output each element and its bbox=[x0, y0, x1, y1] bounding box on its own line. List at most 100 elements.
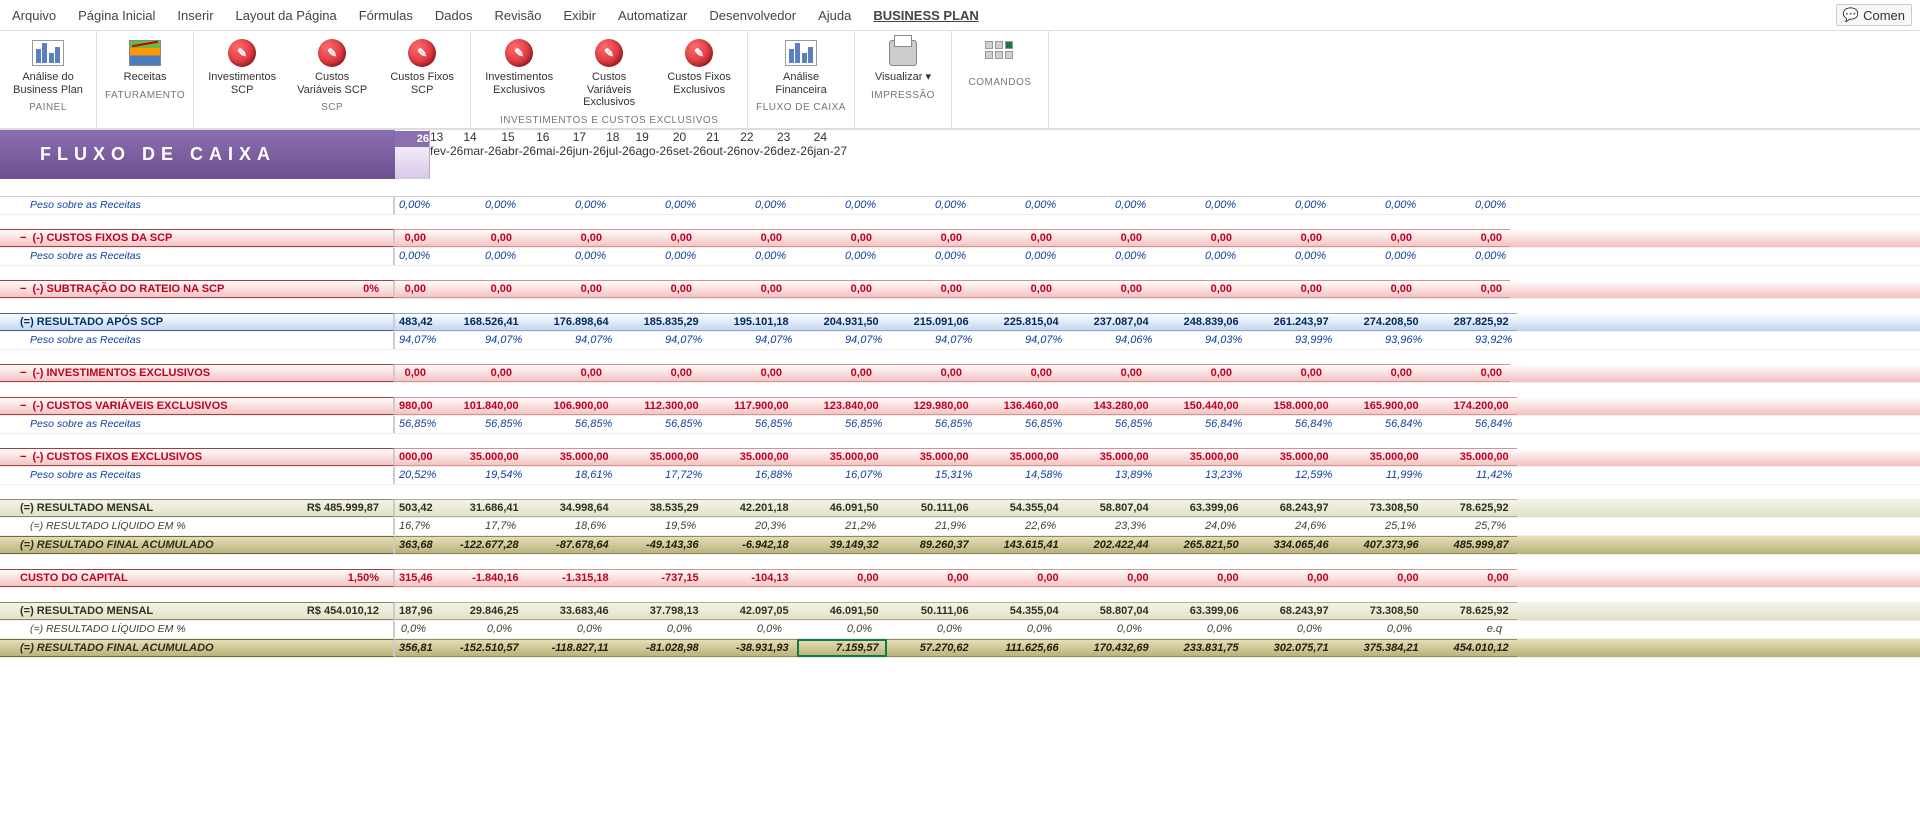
data-cell[interactable]: 25,7% bbox=[1424, 518, 1514, 535]
menu-item-automatizar[interactable]: Automatizar bbox=[614, 6, 691, 25]
data-cell[interactable]: 56,85% bbox=[800, 416, 890, 433]
data-cell[interactable]: 37.798,13 bbox=[617, 602, 707, 620]
data-cell[interactable]: 16,07% bbox=[800, 467, 890, 484]
data-cell[interactable]: 0,00% bbox=[434, 197, 524, 214]
data-cell[interactable]: 7.159,57 bbox=[797, 639, 887, 657]
data-cell[interactable]: 0,00 bbox=[700, 280, 790, 298]
data-cell[interactable]: 93,92% bbox=[1430, 332, 1520, 349]
data-cell[interactable]: 20,52% bbox=[395, 467, 440, 484]
data-cell[interactable]: 16,7% bbox=[395, 518, 434, 535]
data-cell[interactable]: 35.000,00 bbox=[797, 448, 887, 466]
data-cell[interactable]: 356,81 bbox=[395, 639, 437, 657]
data-cell[interactable]: 237.087,04 bbox=[1067, 313, 1157, 331]
data-cell[interactable]: 94,06% bbox=[1070, 332, 1160, 349]
data-cell[interactable]: 0,00 bbox=[790, 364, 880, 382]
data-cell[interactable]: 94,07% bbox=[440, 332, 530, 349]
data-cell[interactable]: 0,00 bbox=[1420, 364, 1510, 382]
data-cell[interactable]: 78.625,92 bbox=[1427, 499, 1517, 517]
data-cell[interactable]: 0,00 bbox=[977, 569, 1067, 587]
data-cell[interactable]: 94,07% bbox=[890, 332, 980, 349]
data-cell[interactable]: 89.260,37 bbox=[887, 536, 977, 554]
data-cell[interactable]: 24,6% bbox=[1244, 518, 1334, 535]
data-cell[interactable]: 0,00% bbox=[1064, 248, 1154, 265]
data-cell[interactable]: 0,00 bbox=[1420, 229, 1510, 247]
data-cell[interactable]: 483,42 bbox=[395, 313, 437, 331]
data-cell[interactable]: 58.807,04 bbox=[1067, 499, 1157, 517]
data-cell[interactable]: 35.000,00 bbox=[437, 448, 527, 466]
data-cell[interactable]: 11,42% bbox=[1430, 467, 1520, 484]
data-cell[interactable]: 56,85% bbox=[710, 416, 800, 433]
data-cell[interactable]: 19,54% bbox=[440, 467, 530, 484]
data-cell[interactable]: 0,00 bbox=[430, 364, 520, 382]
data-cell[interactable]: 54.355,04 bbox=[977, 602, 1067, 620]
ribbon-button-investimentos-exclusivos[interactable]: ✎Investimentos Exclusivos bbox=[479, 35, 559, 111]
data-cell[interactable]: 39.149,32 bbox=[797, 536, 887, 554]
data-cell[interactable]: 46.091,50 bbox=[797, 499, 887, 517]
data-cell[interactable]: 0,00 bbox=[880, 280, 970, 298]
data-cell[interactable]: 68.243,97 bbox=[1247, 602, 1337, 620]
data-cell[interactable]: 50.111,06 bbox=[887, 499, 977, 517]
data-cell[interactable]: 94,07% bbox=[530, 332, 620, 349]
data-cell[interactable]: 42.201,18 bbox=[707, 499, 797, 517]
data-cell[interactable]: 35.000,00 bbox=[707, 448, 797, 466]
column-header[interactable]: 21out-26 bbox=[706, 130, 740, 179]
data-cell[interactable]: 000,00 bbox=[395, 448, 437, 466]
data-cell[interactable]: 0,00 bbox=[1330, 364, 1420, 382]
data-cell[interactable]: 0,00 bbox=[1060, 229, 1150, 247]
data-cell[interactable]: -38.931,93 bbox=[707, 639, 797, 657]
ribbon-button-custos-fixos-scp[interactable]: ✎Custos Fixos SCP bbox=[382, 35, 462, 98]
collapse-toggle[interactable]: − bbox=[20, 451, 26, 463]
data-cell[interactable]: -87.678,64 bbox=[527, 536, 617, 554]
data-cell[interactable]: 17,7% bbox=[434, 518, 524, 535]
data-cell[interactable]: 24,0% bbox=[1154, 518, 1244, 535]
data-cell[interactable]: 15,31% bbox=[890, 467, 980, 484]
data-cell[interactable]: 0,00% bbox=[614, 248, 704, 265]
data-cell[interactable]: 0,00 bbox=[610, 229, 700, 247]
data-cell[interactable]: 0,00 bbox=[1240, 229, 1330, 247]
data-cell[interactable]: 0,00 bbox=[395, 280, 430, 298]
data-cell[interactable]: -737,15 bbox=[617, 569, 707, 587]
data-cell[interactable]: 0,00 bbox=[700, 364, 790, 382]
data-cell[interactable]: 13,89% bbox=[1070, 467, 1160, 484]
data-cell[interactable]: 170.432,69 bbox=[1067, 639, 1157, 657]
data-cell[interactable]: 0,00 bbox=[970, 229, 1060, 247]
data-cell[interactable]: 94,07% bbox=[710, 332, 800, 349]
ribbon-button-custos-vari-veis-scp[interactable]: ✎Custos Variáveis SCP bbox=[292, 35, 372, 98]
data-cell[interactable]: 0,00 bbox=[880, 229, 970, 247]
data-cell[interactable]: 0,00% bbox=[1244, 248, 1334, 265]
menu-item-página-inicial[interactable]: Página Inicial bbox=[74, 6, 159, 25]
data-cell[interactable]: 0,00% bbox=[614, 197, 704, 214]
data-cell[interactable]: 25,1% bbox=[1334, 518, 1424, 535]
data-cell[interactable]: 35.000,00 bbox=[1067, 448, 1157, 466]
ribbon-button-an-lise-do-business-plan[interactable]: Análise do Business Plan bbox=[8, 35, 88, 98]
menu-item-ajuda[interactable]: Ajuda bbox=[814, 6, 855, 25]
column-header[interactable]: 13fev-26 bbox=[430, 130, 463, 179]
data-cell[interactable]: 0,00% bbox=[1064, 197, 1154, 214]
data-cell[interactable]: 0,00 bbox=[1150, 229, 1240, 247]
data-cell[interactable]: 63.399,06 bbox=[1157, 499, 1247, 517]
data-cell[interactable]: 0,00% bbox=[524, 197, 614, 214]
data-cell[interactable]: 136.460,00 bbox=[977, 397, 1067, 415]
data-cell[interactable]: 22,6% bbox=[974, 518, 1064, 535]
menu-item-inserir[interactable]: Inserir bbox=[173, 6, 217, 25]
menu-item-exibir[interactable]: Exibir bbox=[559, 6, 600, 25]
collapse-toggle[interactable]: − bbox=[20, 283, 26, 295]
column-header[interactable]: 16mai-26 bbox=[536, 130, 573, 179]
data-cell[interactable]: 56,85% bbox=[395, 416, 440, 433]
ribbon-button-receitas[interactable]: Receitas bbox=[105, 35, 185, 86]
data-cell[interactable]: 0,00 bbox=[970, 364, 1060, 382]
data-cell[interactable]: 0,0% bbox=[790, 621, 880, 638]
data-cell[interactable]: 375.384,21 bbox=[1337, 639, 1427, 657]
data-cell[interactable]: 112.300,00 bbox=[617, 397, 707, 415]
data-cell[interactable]: 0,00% bbox=[884, 197, 974, 214]
comment-button[interactable]: 💬 Comen bbox=[1836, 4, 1912, 26]
data-cell[interactable]: 485.999,87 bbox=[1427, 536, 1517, 554]
data-cell[interactable]: -1.315,18 bbox=[527, 569, 617, 587]
data-cell[interactable]: 68.243,97 bbox=[1247, 499, 1337, 517]
data-cell[interactable]: 158.000,00 bbox=[1247, 397, 1337, 415]
menu-item-revisão[interactable]: Revisão bbox=[491, 6, 546, 25]
data-cell[interactable]: 93,96% bbox=[1340, 332, 1430, 349]
data-cell[interactable]: 143.280,00 bbox=[1067, 397, 1157, 415]
data-cell[interactable]: 35.000,00 bbox=[617, 448, 707, 466]
data-cell[interactable]: 0,00 bbox=[1157, 569, 1247, 587]
